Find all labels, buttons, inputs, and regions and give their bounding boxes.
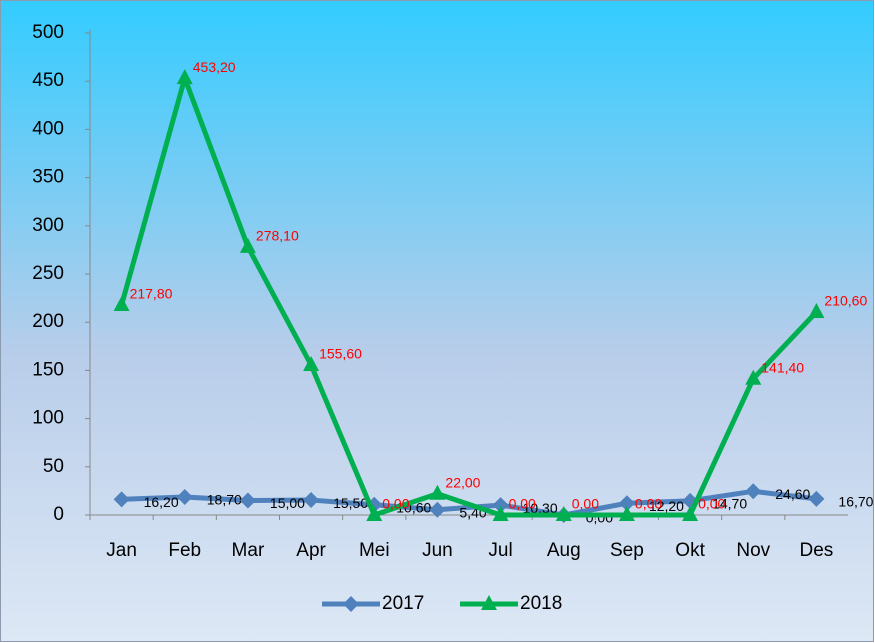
marker: [303, 492, 320, 509]
data-label: 15,00: [270, 495, 305, 511]
marker: [745, 369, 762, 385]
x-tick-label: Mei: [359, 540, 390, 561]
data-label: 0,00: [635, 496, 662, 512]
x-tick-label: Okt: [675, 540, 705, 561]
data-label: 278,10: [256, 228, 299, 244]
marker: [682, 506, 699, 521]
marker: [492, 506, 509, 521]
legend-marker: [481, 595, 497, 610]
data-label: 24,60: [775, 486, 810, 502]
marker: [429, 501, 446, 518]
data-label: 141,40: [761, 359, 804, 375]
y-tick-label: 300: [32, 215, 64, 236]
y-tick-label: 0: [53, 504, 64, 525]
marker: [745, 483, 762, 500]
x-tick-label: Jun: [422, 540, 453, 561]
data-label: 453,20: [193, 59, 236, 75]
y-tick-label: 400: [32, 118, 64, 139]
legend-marker: [343, 596, 359, 612]
marker: [808, 302, 825, 318]
y-tick-label: 250: [32, 263, 64, 284]
marker: [113, 491, 130, 508]
x-tick-label: Apr: [296, 540, 326, 561]
y-tick-label: 150: [32, 359, 64, 380]
x-tick-label: Aug: [547, 540, 581, 561]
marker: [366, 506, 383, 521]
x-tick-label: Jul: [488, 540, 512, 561]
marker: [239, 492, 256, 509]
data-label: 16,70: [838, 494, 873, 510]
data-label: 0,00: [572, 496, 599, 512]
marker: [618, 495, 635, 512]
x-tick-label: Feb: [168, 540, 201, 561]
y-tick-label: 350: [32, 167, 64, 188]
legend-label: 2017: [382, 593, 424, 614]
x-tick-label: Des: [800, 540, 834, 561]
y-tick-label: 500: [32, 22, 64, 43]
data-label: 0,00: [586, 510, 613, 526]
data-label: 0,00: [509, 496, 536, 512]
data-label: 15,50: [333, 495, 368, 511]
legend-label: 2018: [520, 593, 562, 614]
data-label: 155,60: [319, 346, 362, 362]
data-label: 0,00: [382, 496, 409, 512]
data-label: 210,60: [824, 293, 867, 309]
data-label: 22,00: [445, 474, 480, 490]
y-tick-label: 50: [43, 456, 64, 477]
marker: [176, 69, 193, 85]
marker: [429, 484, 446, 500]
data-label: 12,20: [649, 498, 684, 514]
x-tick-label: Mar: [232, 540, 265, 561]
marker: [808, 490, 825, 507]
x-tick-label: Jan: [106, 540, 137, 561]
y-tick-label: 200: [32, 311, 64, 332]
marker: [113, 296, 130, 312]
x-tick-label: Nov: [736, 540, 770, 561]
marker: [492, 497, 509, 514]
data-label: 16,20: [144, 494, 179, 510]
marker: [176, 488, 193, 505]
marker: [239, 237, 256, 253]
data-label: 217,80: [130, 286, 173, 302]
marker: [303, 356, 320, 372]
data-label: 18,70: [207, 492, 242, 508]
data-label: 0,00: [698, 496, 725, 512]
marker: [555, 506, 572, 521]
y-tick-label: 450: [32, 70, 64, 91]
data-label: 14,70: [712, 496, 747, 512]
y-tick-label: 100: [32, 408, 64, 429]
series-line: [119, 75, 819, 518]
x-tick-label: Sep: [610, 540, 644, 561]
data-label: 10,30: [523, 500, 558, 516]
series-line: [121, 488, 817, 518]
marker: [618, 506, 635, 521]
